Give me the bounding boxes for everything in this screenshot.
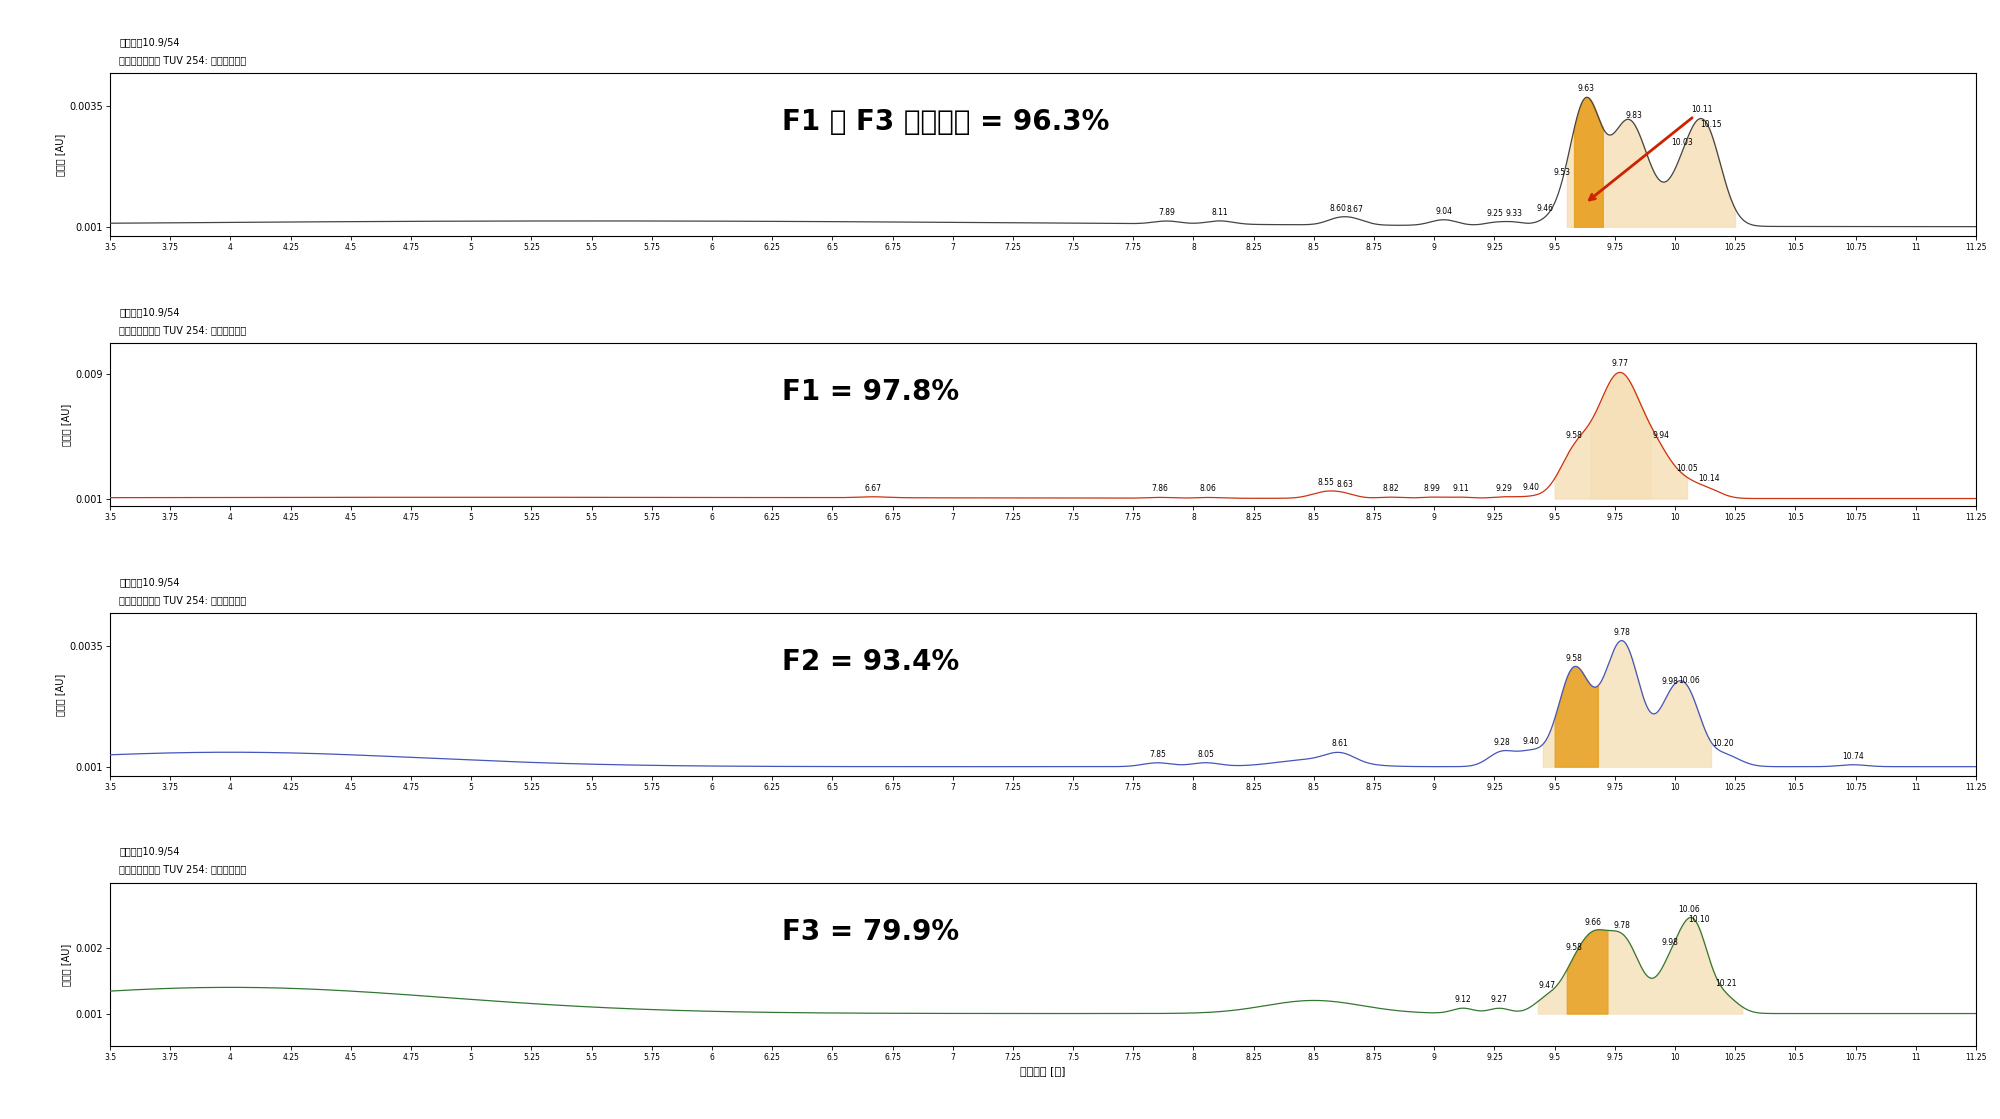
Text: 9.27: 9.27	[1490, 995, 1508, 1004]
Text: 9.58: 9.58	[1566, 653, 1582, 662]
Text: 9.83: 9.83	[1626, 111, 1642, 120]
Text: 10.11: 10.11	[1690, 105, 1712, 114]
Text: 8.82: 8.82	[1382, 485, 1400, 493]
Text: チャンネル名： TUV 254: 波形解析済み: チャンネル名： TUV 254: 波形解析済み	[120, 325, 246, 335]
Text: 10.03: 10.03	[1672, 138, 1694, 148]
Text: 8.55: 8.55	[1318, 478, 1334, 487]
Text: 9.58: 9.58	[1566, 431, 1582, 440]
Text: 9.33: 9.33	[1506, 208, 1522, 218]
Text: 10.14: 10.14	[1698, 474, 1720, 483]
Y-axis label: 吸光度 [AU]: 吸光度 [AU]	[62, 943, 72, 986]
Text: 8.63: 8.63	[1336, 480, 1354, 489]
Text: 10.05: 10.05	[1676, 464, 1698, 473]
Text: チャンネル名： TUV 254: 波形解析済み: チャンネル名： TUV 254: 波形解析済み	[120, 55, 246, 65]
Text: 10.20: 10.20	[1712, 740, 1734, 749]
Text: 9.40: 9.40	[1522, 736, 1540, 745]
Text: チャンネル名： TUV 254: 波形解析済み: チャンネル名： TUV 254: 波形解析済み	[120, 865, 246, 875]
Text: 9.58: 9.58	[1566, 943, 1582, 952]
Text: 8.05: 8.05	[1198, 750, 1214, 759]
Text: 9.53: 9.53	[1554, 169, 1570, 178]
Text: 項目名：10.9/54: 項目名：10.9/54	[120, 37, 180, 47]
Text: 10.06: 10.06	[1678, 676, 1700, 685]
Text: 7.86: 7.86	[1152, 485, 1168, 493]
Text: 8.11: 8.11	[1212, 208, 1228, 217]
Text: 8.61: 8.61	[1332, 740, 1348, 749]
Text: F2 = 93.4%: F2 = 93.4%	[782, 648, 960, 676]
Text: 8.60: 8.60	[1330, 205, 1346, 214]
Text: 9.98: 9.98	[1662, 677, 1678, 686]
Y-axis label: 吸光度 [AU]: 吸光度 [AU]	[62, 403, 72, 445]
Text: 9.25: 9.25	[1486, 209, 1502, 218]
Text: 9.29: 9.29	[1496, 483, 1512, 492]
Text: 9.98: 9.98	[1662, 938, 1678, 947]
Text: 9.94: 9.94	[1652, 431, 1670, 440]
Text: 7.89: 7.89	[1158, 208, 1176, 217]
Text: 7.85: 7.85	[1148, 750, 1166, 759]
Text: チャンネル名： TUV 254: 波形解析済み: チャンネル名： TUV 254: 波形解析済み	[120, 594, 246, 604]
Text: 9.78: 9.78	[1614, 921, 1630, 930]
Text: 10.21: 10.21	[1714, 979, 1736, 988]
Text: 9.77: 9.77	[1612, 359, 1628, 368]
Text: 6.67: 6.67	[864, 483, 882, 492]
Text: F1 = 97.8%: F1 = 97.8%	[782, 378, 958, 406]
Text: 10.15: 10.15	[1700, 120, 1722, 129]
Text: 9.66: 9.66	[1584, 918, 1602, 927]
Text: 項目名：10.9/54: 項目名：10.9/54	[120, 847, 180, 857]
Text: 9.04: 9.04	[1436, 207, 1452, 216]
Text: F1 ～ F3 のプール = 96.3%: F1 ～ F3 のプール = 96.3%	[782, 107, 1110, 135]
Text: 10.74: 10.74	[1842, 752, 1864, 761]
Text: 9.28: 9.28	[1494, 737, 1510, 746]
Y-axis label: 吸光度 [AU]: 吸光度 [AU]	[56, 674, 66, 716]
Text: 9.11: 9.11	[1452, 485, 1470, 493]
Text: 項目名：10.9/54: 項目名：10.9/54	[120, 307, 180, 317]
Text: 10.06: 10.06	[1678, 904, 1700, 913]
Text: 10.10: 10.10	[1688, 914, 1710, 923]
Text: 9.47: 9.47	[1538, 981, 1556, 990]
Text: 9.46: 9.46	[1536, 204, 1554, 213]
X-axis label: 保持時間 [分]: 保持時間 [分]	[1020, 1066, 1066, 1076]
Text: 8.06: 8.06	[1200, 485, 1216, 493]
Text: 8.99: 8.99	[1424, 485, 1440, 493]
Text: 9.78: 9.78	[1614, 628, 1630, 637]
Text: 8.67: 8.67	[1346, 205, 1364, 214]
Text: F3 = 79.9%: F3 = 79.9%	[782, 918, 958, 946]
Text: 9.63: 9.63	[1578, 84, 1594, 93]
Y-axis label: 吸光度 [AU]: 吸光度 [AU]	[56, 133, 66, 176]
Text: 9.40: 9.40	[1522, 482, 1540, 491]
Text: 9.12: 9.12	[1454, 995, 1472, 1004]
Text: 項目名：10.9/54: 項目名：10.9/54	[120, 576, 180, 586]
